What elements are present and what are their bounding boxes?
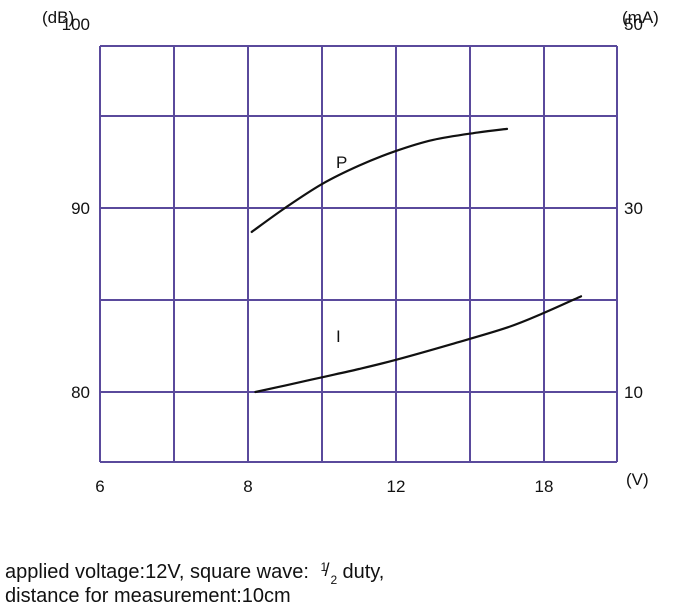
right-axis-tick-label: 30 [624, 199, 643, 218]
x-axis-tick-label: 6 [95, 477, 104, 496]
half-fraction: 1/2 [318, 560, 340, 587]
duty-text: duty, [342, 561, 385, 583]
chart-grid [99, 45, 618, 463]
left-axis-tick-label: 100 [62, 15, 90, 34]
chart-curves [250, 127, 583, 394]
fraction-numerator: 1 [320, 560, 328, 574]
x-axis-tick-label: 18 [535, 477, 554, 496]
applied-voltage-text: applied voltage:12V, square wave: [5, 561, 315, 583]
x-axis-tick-label: 12 [387, 477, 406, 496]
left-axis-tick-label: 90 [71, 199, 90, 218]
curve-label-p: P [336, 153, 347, 172]
curve-i [254, 295, 583, 394]
fraction-denominator: 2 [330, 573, 338, 587]
measurement-note-line-1: applied voltage:12V, square wave: 1/2 dut… [5, 560, 385, 587]
right-axis-tick-label: 50 [624, 15, 643, 34]
left-axis-unit: (dB) [42, 8, 74, 27]
x-axis-unit: (V) [626, 470, 649, 489]
x-axis-tick-label: 8 [243, 477, 252, 496]
right-axis-unit: (mA) [622, 8, 659, 27]
left-axis-tick-label: 80 [71, 383, 90, 402]
curve-p [250, 127, 509, 234]
fraction-slash: / [324, 560, 330, 580]
measurement-note-line-2: distance for measurement:10cm [5, 585, 291, 607]
chart-labels: (dB) (mA) (V) 100 90 80 50 30 10 6 8 12 18 P I [42, 8, 659, 496]
right-axis-tick-label: 10 [624, 383, 643, 402]
curve-label-i: I [336, 327, 341, 346]
